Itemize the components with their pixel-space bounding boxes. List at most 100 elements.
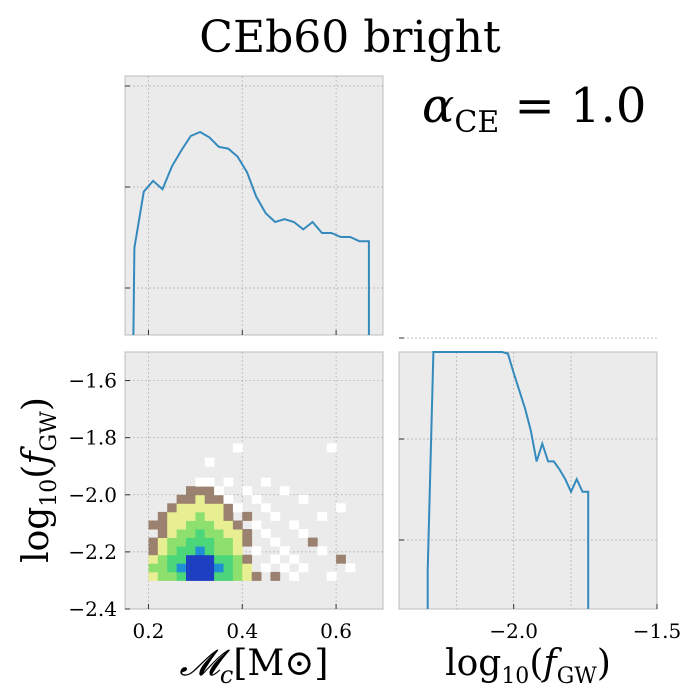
heatmap-cell (326, 571, 337, 581)
heatmap-cell (186, 571, 196, 581)
heatmap-cell (214, 546, 224, 556)
heatmap-cell (223, 494, 234, 504)
heatmap-cell (176, 520, 187, 530)
heatmap-cell (307, 537, 318, 547)
heatmap-cell (195, 529, 206, 538)
heatmap-cell (223, 529, 234, 538)
heatmap-cell (326, 443, 337, 453)
heatmap-cell (214, 529, 224, 538)
heatmap-cell (298, 494, 309, 504)
heatmap-cell (195, 477, 206, 487)
heatmap-cell (232, 537, 243, 547)
heatmap-cell (242, 486, 253, 496)
heatmap-cell (186, 511, 196, 521)
heatmap-cell (176, 529, 187, 538)
heatmap-cell (195, 546, 206, 556)
heatmap-cell (214, 520, 224, 530)
heatmap-cell (204, 571, 215, 581)
heatmap-cell (289, 554, 299, 564)
heatmap-cell (270, 571, 281, 581)
heatmap-cell (186, 563, 196, 573)
heatmap-cell (176, 494, 187, 504)
heatmap-cell (204, 529, 215, 538)
heatmap-cell (232, 546, 243, 556)
heatmap-cell (223, 511, 234, 521)
frequency-marginal-panel (398, 351, 658, 610)
figure-title: CEb60 bright (199, 12, 501, 63)
heatmap-cell (204, 503, 215, 513)
joint-xtick-label: 0.6 (320, 619, 352, 643)
chirp-mass-marginal-panel (124, 75, 384, 336)
heatmap-cell (214, 537, 224, 547)
heatmap-cell (186, 520, 196, 530)
heatmap-cell (195, 494, 206, 504)
heatmap-cell (148, 571, 159, 581)
joint-ylabel: log10(fGW) (16, 397, 62, 563)
heatmap-cell (148, 520, 159, 530)
heatmap-cell (148, 554, 159, 564)
heatmap-cell (223, 563, 234, 573)
heatmap-cell (232, 520, 243, 530)
heatmap-cell (251, 520, 262, 530)
heatmap-cell (232, 554, 243, 564)
heatmap-cell (167, 563, 177, 573)
heatmap-cell (204, 520, 215, 530)
heatmap-cell (157, 546, 168, 556)
alpha-annotation: αCE = 1.0 (422, 78, 646, 140)
heatmap-cell (176, 563, 187, 573)
frequency-marginal-line (426, 351, 590, 609)
heatmap-cell (223, 546, 234, 556)
heatmap-cell (214, 571, 224, 581)
joint-xlabel: 𝓜c[M⊙] (180, 643, 329, 689)
heatmap-cell (167, 511, 177, 521)
heatmap-cell (167, 571, 177, 581)
heatmap-cell (298, 529, 309, 538)
heatmap-cell (176, 546, 187, 556)
heatmap-cell (176, 571, 187, 581)
heatmap-cell (204, 457, 215, 467)
heatmap-cell (251, 571, 262, 581)
heatmap-cell (186, 494, 196, 504)
freq-xtick-label: −2.0 (489, 619, 538, 643)
heatmap-cell (167, 546, 177, 556)
heatmap-cell (148, 537, 159, 547)
heatmap-cell (214, 511, 224, 521)
heatmap-cell (232, 529, 243, 538)
freq-xlabel: log10(fGW) (445, 643, 611, 689)
heatmap-cell (204, 563, 215, 573)
heatmap-cell (242, 554, 253, 564)
heatmap-cell (157, 554, 168, 564)
heatmap-cell (242, 529, 253, 538)
heatmap-cell (251, 494, 262, 504)
heatmap-cell (167, 537, 177, 547)
heatmap-cell (167, 520, 177, 530)
heatmap-cell (214, 503, 224, 513)
joint-ytick-label: −2.2 (68, 540, 117, 564)
heatmap-cell (261, 503, 271, 513)
heatmap-cell (148, 546, 159, 556)
heatmap-cell (204, 511, 215, 521)
joint-xtick-label: 0.4 (226, 619, 258, 643)
heatmap-cell (186, 503, 196, 513)
heatmap-cell (214, 494, 224, 504)
heatmap-cell (167, 554, 177, 564)
heatmap-cell (317, 511, 328, 521)
heatmap-cell (195, 503, 206, 513)
heatmap-cell (336, 554, 346, 564)
heatmap-cell (289, 520, 299, 530)
heatmap-cell (157, 571, 168, 581)
freq-xtick-label: −1.5 (633, 619, 682, 643)
heatmap-cell (204, 537, 215, 547)
heatmap-cell (204, 554, 215, 564)
heatmap-cell (298, 563, 309, 573)
heatmap-cell (195, 537, 206, 547)
heatmap-cell (232, 563, 243, 573)
heatmap-cell (232, 571, 243, 581)
heatmap-cell (204, 486, 215, 496)
heatmap-cell (214, 554, 224, 564)
heatmap-cell (270, 511, 281, 521)
heatmap-cell (223, 571, 234, 581)
joint-ytick-label: −2.4 (68, 597, 117, 621)
heatmap-cell (157, 520, 168, 530)
heatmap-cell (223, 477, 234, 487)
